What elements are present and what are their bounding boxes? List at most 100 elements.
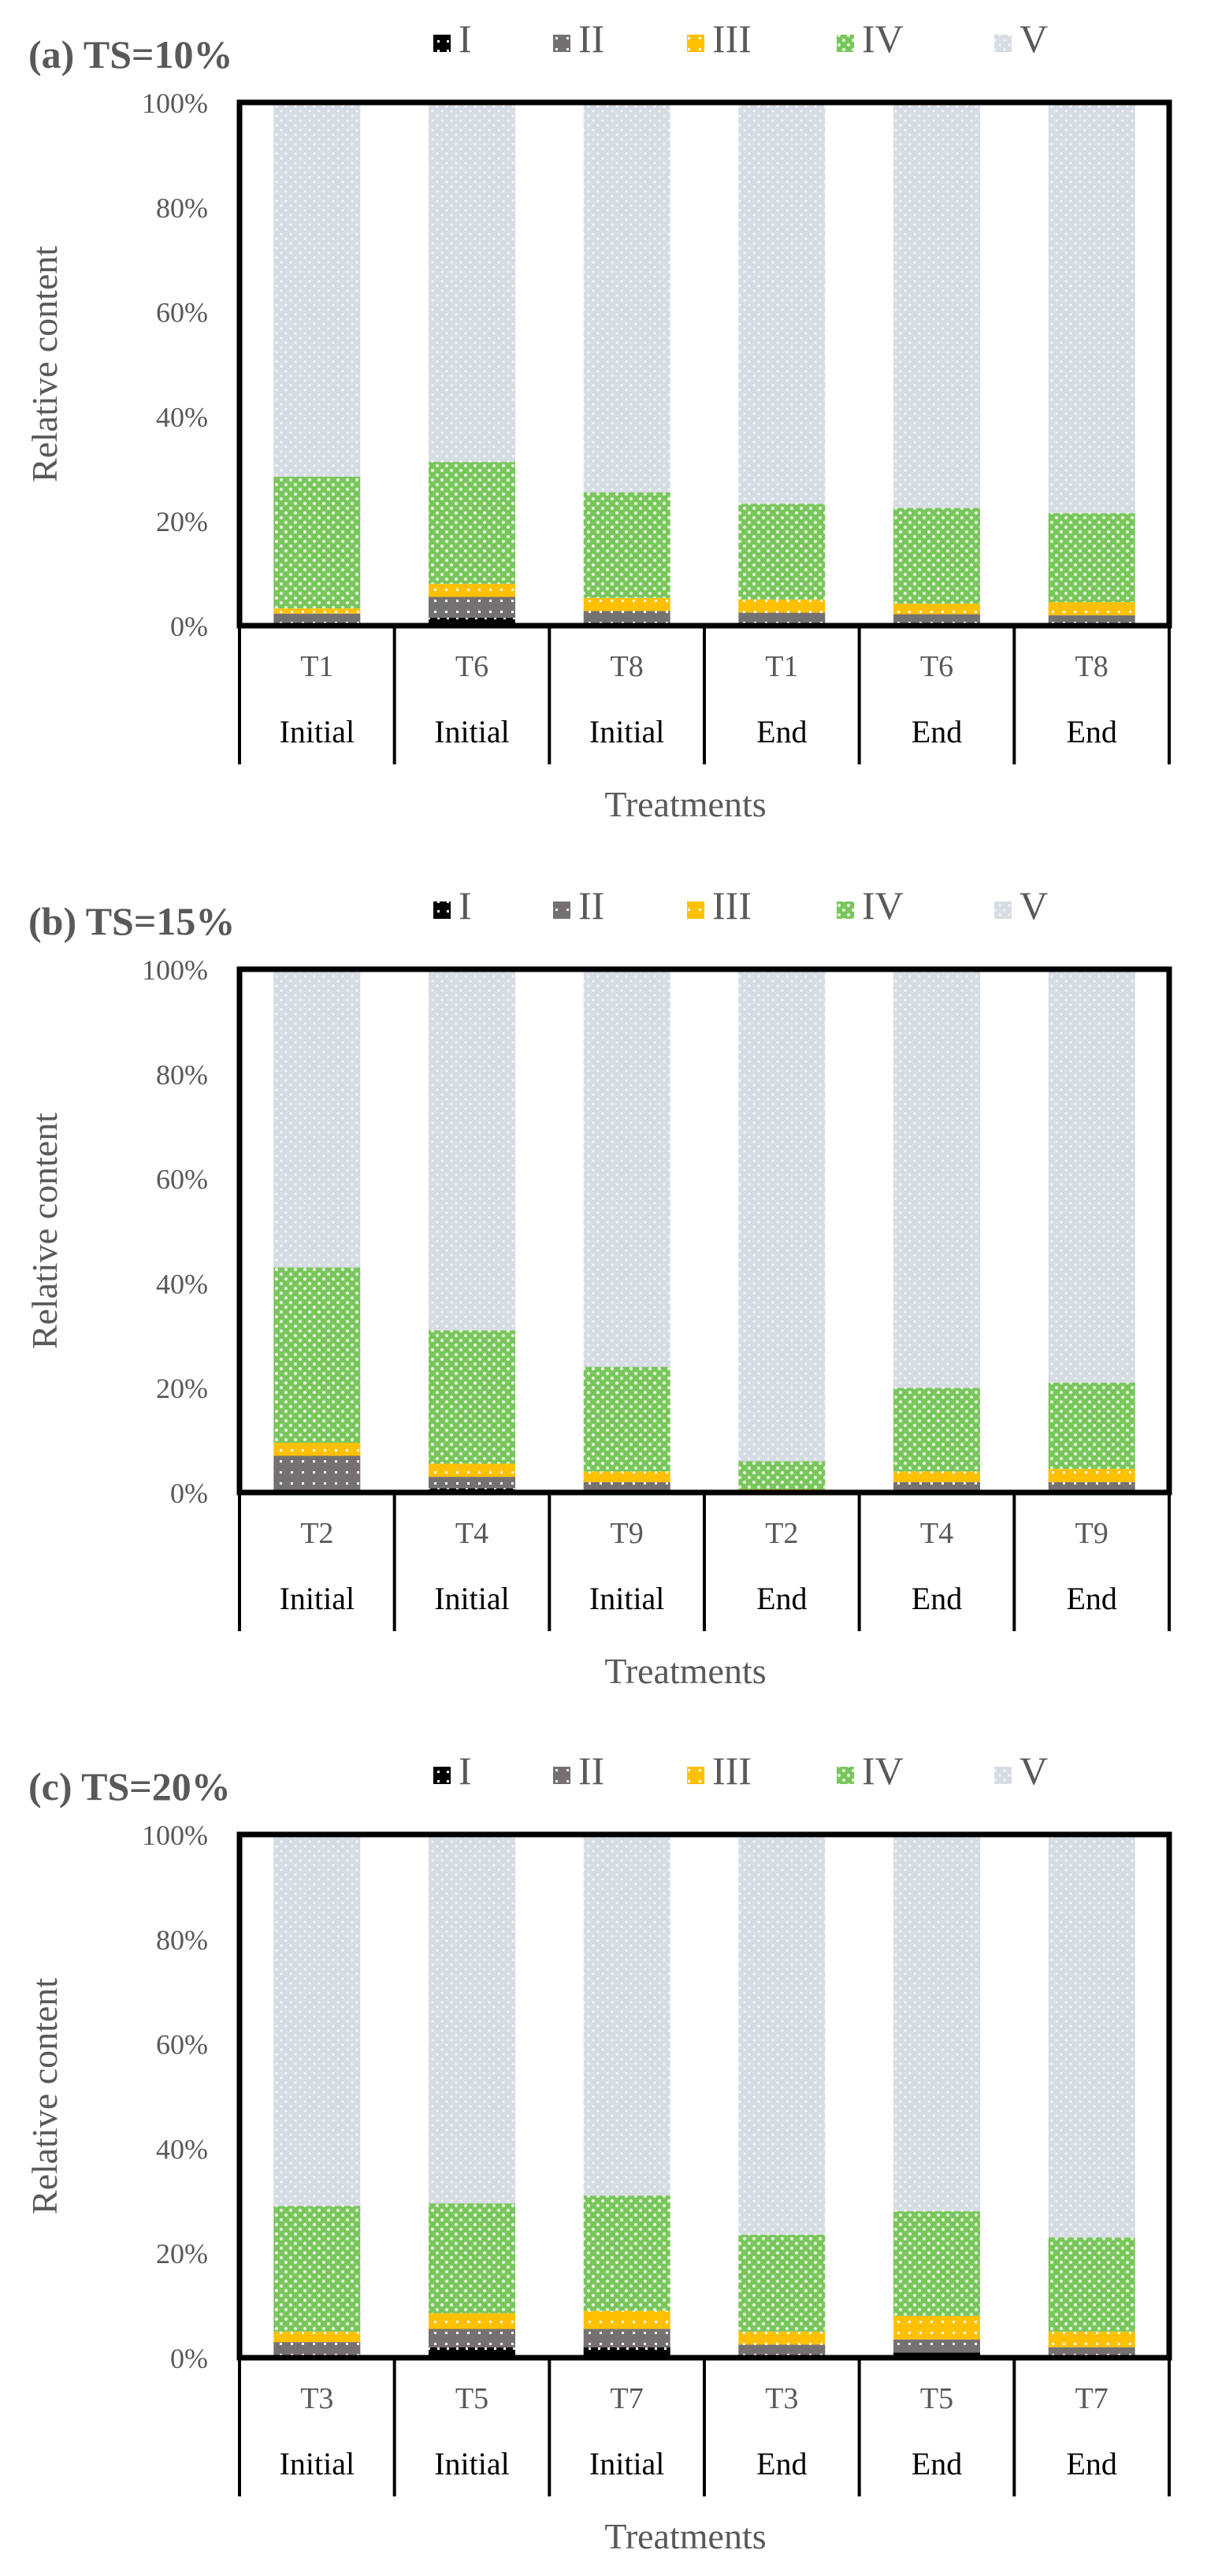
x-stage-label: End <box>756 2446 807 2481</box>
legend-label-I: I <box>459 17 472 61</box>
legend-swatch-III <box>687 1767 704 1784</box>
x-category-label: T3 <box>300 2382 333 2415</box>
bar-segment-III-T5-end <box>893 2315 980 2340</box>
bar-segment-III-T4-end <box>893 1471 980 1482</box>
y-axis-title: Relative content <box>24 246 65 482</box>
bar-segment-IV-T3-initial <box>273 2206 361 2332</box>
bar-segment-II-T7-initial <box>583 2329 670 2347</box>
bar-segment-V-T7-initial <box>583 1834 670 2196</box>
bar-segment-IV-T7-initial <box>583 2195 670 2311</box>
legend-label-V: V <box>1019 17 1048 61</box>
bar-segment-II-T6-initial <box>429 597 515 619</box>
legend-label-III: III <box>712 883 752 927</box>
x-category-label: T6 <box>920 650 953 683</box>
x-stage-label: End <box>912 1581 962 1616</box>
legend-swatch-II <box>553 901 570 919</box>
x-stage-label: Initial <box>589 714 665 749</box>
panel-title: (b) TS=15% <box>28 899 235 943</box>
x-stage-label: End <box>1066 1581 1116 1616</box>
bar-segment-III-T3-end <box>738 2331 826 2345</box>
x-category-label: T4 <box>920 1517 953 1550</box>
bar-segment-II-T5-end <box>893 2339 980 2353</box>
panel-title: (c) TS=20% <box>28 1764 231 1808</box>
x-category-label: T3 <box>765 2382 798 2415</box>
bar-segment-V-T5-end <box>893 1834 980 2212</box>
bar-segment-IV-T5-end <box>893 2211 980 2316</box>
x-category-label: T5 <box>455 2382 488 2415</box>
bar-segment-IV-T1-initial <box>273 476 361 609</box>
x-stage-label: End <box>912 2446 962 2481</box>
y-tick-label: 100% <box>142 87 208 119</box>
bar-segment-IV-T2-initial <box>273 1267 361 1443</box>
bar-segment-V-T9-end <box>1048 969 1135 1383</box>
legend-label-III: III <box>712 1749 752 1793</box>
x-category-label: T7 <box>1075 2382 1109 2415</box>
x-axis-title: Treatments <box>604 1651 766 1691</box>
legend-label-I: I <box>459 883 472 927</box>
chart-panels: (a) TS=10% I II III IV V0%20%40%60%80%100%Rel… <box>24 17 1172 2556</box>
x-category-label: T1 <box>765 650 798 683</box>
bar-segment-IV-T6-end <box>893 507 980 604</box>
bar-segment-II-T4-initial <box>429 1477 515 1489</box>
legend-label-III: III <box>712 17 752 61</box>
y-tick-label: 20% <box>156 506 208 537</box>
y-tick-label: 0% <box>170 611 208 642</box>
y-tick-label: 0% <box>170 2343 208 2374</box>
bar-segment-II-T4-end <box>893 1481 980 1492</box>
bar-segment-III-T4-initial <box>429 1463 515 1478</box>
chart-panel-2: (b) TS=15% I II III IV V0%20%40%60%80%100%Rel… <box>24 883 1172 1691</box>
bar-segment-V-T4-end <box>893 969 980 1388</box>
bar-segment-V-T7-end <box>1048 1834 1135 2238</box>
bar-segment-III-T6-end <box>893 604 980 615</box>
bar-segment-III-T7-end <box>1048 2331 1135 2347</box>
bar-segment-V-T4-initial <box>429 969 515 1331</box>
bar-segment-III-T8-end <box>1048 602 1135 615</box>
legend-label-II: II <box>578 1749 604 1793</box>
legend-swatch-V <box>994 35 1012 52</box>
bar-segment-II-T3-end <box>738 2344 826 2356</box>
bar-segment-IV-T6-initial <box>429 462 515 584</box>
x-category-label: T1 <box>300 650 333 683</box>
x-stage-label: Initial <box>434 1581 510 1616</box>
bar-segment-II-T8-initial <box>583 611 670 624</box>
legend-swatch-V <box>994 1767 1012 1784</box>
bar-segment-III-T3-initial <box>273 2331 361 2343</box>
y-tick-label: 80% <box>156 192 208 224</box>
bar-segment-IV-T8-end <box>1048 513 1135 603</box>
bar-segment-IV-T2-end <box>738 1461 826 1490</box>
x-category-label: T7 <box>611 2382 644 2415</box>
x-stage-label: Initial <box>434 714 510 749</box>
x-category-label: T4 <box>455 1517 488 1550</box>
bar-segment-V-T3-end <box>738 1834 826 2235</box>
x-category-label: T8 <box>1075 650 1109 683</box>
bar-segment-III-T1-initial <box>273 608 361 614</box>
x-stage-label: End <box>1066 714 1116 749</box>
bar-segment-IV-T7-end <box>1048 2237 1135 2332</box>
bar-segment-IV-T8-initial <box>583 492 670 598</box>
bar-segment-IV-T9-end <box>1048 1382 1135 1470</box>
bar-segment-IV-T1-end <box>738 504 826 600</box>
bar-segment-II-T1-end <box>738 612 826 625</box>
legend-label-I: I <box>459 1749 472 1793</box>
bar-segment-V-T6-end <box>893 102 980 508</box>
bar-segment-III-T7-initial <box>583 2310 670 2329</box>
bar-segment-II-T9-initial <box>583 1481 670 1490</box>
x-category-label: T2 <box>765 1517 798 1550</box>
bar-segment-V-T5-initial <box>429 1834 515 2204</box>
x-stage-label: Initial <box>589 2446 665 2481</box>
bar-segment-III-T6-initial <box>429 583 515 597</box>
bar-segment-III-T8-initial <box>583 597 670 611</box>
chart-panel-1: (a) TS=10% I II III IV V0%20%40%60%80%100%Rel… <box>24 17 1172 824</box>
bar-segment-V-T1-end <box>738 102 826 504</box>
legend-swatch-I <box>433 35 451 52</box>
bar-segment-II-T1-initial <box>273 613 361 624</box>
legend-swatch-III <box>687 901 704 919</box>
bar-segment-III-T2-initial <box>273 1442 361 1456</box>
bar-segment-III-T1-end <box>738 599 826 613</box>
y-tick-label: 100% <box>142 954 208 986</box>
bar-segment-II-T7-end <box>1048 2347 1135 2357</box>
x-stage-label: End <box>756 1581 807 1616</box>
y-tick-label: 20% <box>156 1373 208 1404</box>
bar-segment-II-T6-end <box>893 614 980 625</box>
